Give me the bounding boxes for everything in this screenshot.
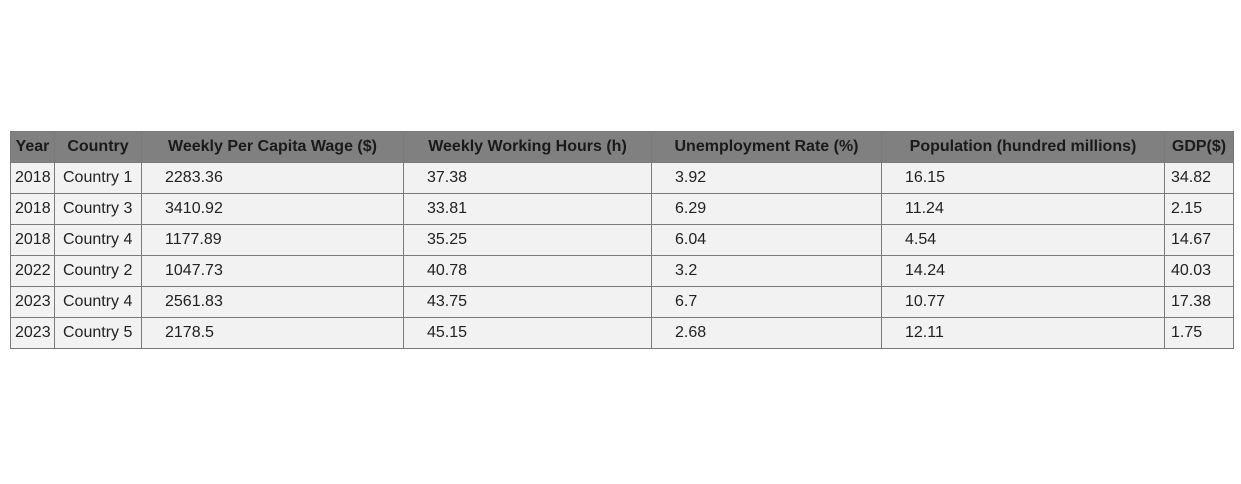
cell-country: Country 4 [54,286,142,318]
cell-country: Country 3 [54,193,142,225]
cell-country: Country 1 [54,162,142,194]
cell-country: Country 2 [54,255,142,287]
cell-gdp: 1.75 [1164,317,1234,349]
cell-weekly-wage: 2561.83 [141,286,404,318]
cell-year: 2022 [10,255,55,287]
cell-unemployment-rate: 3.2 [651,255,882,287]
header-country: Country [54,131,142,163]
cell-weekly-wage: 2283.36 [141,162,404,194]
cell-weekly-hours: 40.78 [403,255,652,287]
cell-population: 11.24 [881,193,1165,225]
header-weekly-hours: Weekly Working Hours (h) [403,131,652,163]
table-row: 2023 Country 5 2178.5 45.15 2.68 12.11 1.75 [10,317,1234,349]
cell-gdp: 34.82 [1164,162,1234,194]
cell-year: 2018 [10,224,55,256]
cell-weekly-wage: 1047.73 [141,255,404,287]
cell-country: Country 5 [54,317,142,349]
cell-weekly-hours: 35.25 [403,224,652,256]
header-year: Year [10,131,55,163]
cell-weekly-hours: 33.81 [403,193,652,225]
cell-weekly-wage: 1177.89 [141,224,404,256]
cell-population: 10.77 [881,286,1165,318]
table-row: 2018 Country 1 2283.36 37.38 3.92 16.15 34.82 [10,162,1234,194]
cell-unemployment-rate: 3.92 [651,162,882,194]
cell-country: Country 4 [54,224,142,256]
data-table: Year Country Weekly Per Capita Wage ($) … [10,131,1234,349]
table-row: 2018 Country 3 3410.92 33.81 6.29 11.24 2.15 [10,193,1234,225]
table-row: 2022 Country 2 1047.73 40.78 3.2 14.24 40.03 [10,255,1234,287]
table-header: Year Country Weekly Per Capita Wage ($) … [10,131,1234,163]
table-row: 2018 Country 4 1177.89 35.25 6.04 4.54 14.67 [10,224,1234,256]
cell-unemployment-rate: 6.7 [651,286,882,318]
cell-gdp: 14.67 [1164,224,1234,256]
cell-gdp: 40.03 [1164,255,1234,287]
cell-weekly-wage: 3410.92 [141,193,404,225]
cell-population: 4.54 [881,224,1165,256]
cell-year: 2023 [10,286,55,318]
cell-population: 14.24 [881,255,1165,287]
cell-weekly-hours: 43.75 [403,286,652,318]
cell-year: 2018 [10,193,55,225]
cell-weekly-wage: 2178.5 [141,317,404,349]
header-gdp: GDP($) [1164,131,1234,163]
table-body: 2018 Country 1 2283.36 37.38 3.92 16.15 34.82 2… [10,162,1234,349]
cell-population: 16.15 [881,162,1165,194]
cell-unemployment-rate: 2.68 [651,317,882,349]
cell-gdp: 17.38 [1164,286,1234,318]
table-row: 2023 Country 4 2561.83 43.75 6.7 10.77 17.38 [10,286,1234,318]
cell-year: 2018 [10,162,55,194]
cell-unemployment-rate: 6.04 [651,224,882,256]
header-row: Year Country Weekly Per Capita Wage ($) … [10,131,1234,163]
header-unemployment-rate: Unemployment Rate (%) [651,131,882,163]
header-population: Population (hundred millions) [881,131,1165,163]
cell-unemployment-rate: 6.29 [651,193,882,225]
cell-gdp: 2.15 [1164,193,1234,225]
cell-weekly-hours: 37.38 [403,162,652,194]
cell-population: 12.11 [881,317,1165,349]
header-weekly-wage: Weekly Per Capita Wage ($) [141,131,404,163]
cell-weekly-hours: 45.15 [403,317,652,349]
cell-year: 2023 [10,317,55,349]
